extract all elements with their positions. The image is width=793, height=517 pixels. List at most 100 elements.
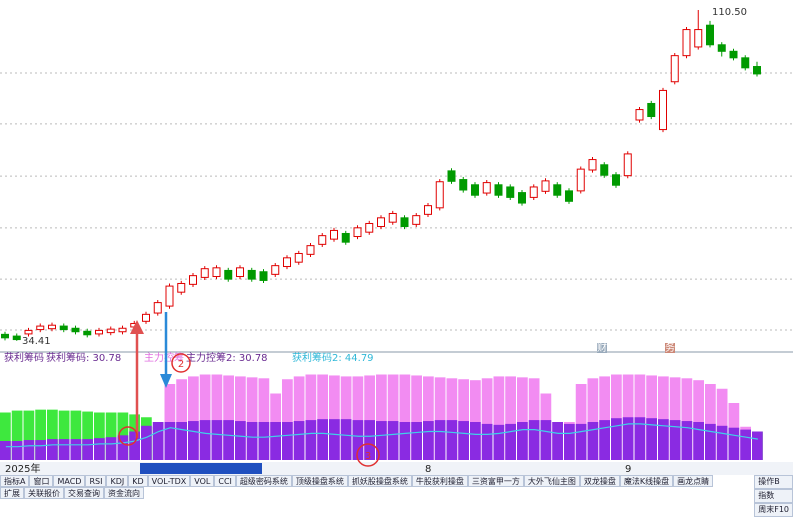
indicator-bar [235, 421, 246, 460]
indicator-bar [70, 439, 82, 460]
tab[interactable]: RSI [85, 475, 107, 487]
candle-body [494, 184, 503, 196]
candle-body [447, 170, 456, 182]
indicator-bar [693, 380, 704, 460]
indicator-bar [35, 440, 46, 460]
indicator-bar [223, 420, 234, 460]
candle-body [59, 325, 68, 331]
candle-body [236, 267, 244, 278]
indicator-bar [658, 419, 669, 460]
marker: 务 [665, 341, 675, 354]
indicator-bar [282, 422, 293, 460]
indicator-bar [599, 420, 610, 460]
indicator-bar [11, 410, 23, 460]
indicator-bar [399, 422, 411, 460]
tab[interactable]: 魔法K线操盘 [619, 475, 674, 487]
indicator-bar [246, 377, 258, 460]
indicator-bar [446, 378, 458, 460]
hand-number: 2 [178, 359, 184, 370]
indicator-bar [423, 376, 434, 460]
indicator-bar [199, 374, 211, 460]
tab[interactable]: 三资富甲一方 [467, 475, 524, 487]
indicator-bar [658, 376, 669, 460]
tab[interactable]: VOL-TDX [147, 475, 191, 487]
tab[interactable]: 周末F10 [754, 503, 793, 517]
indicator-bar [434, 420, 446, 460]
candle-body [565, 190, 573, 202]
tab[interactable]: 资金流向 [104, 487, 144, 499]
red-arrow-head [130, 320, 144, 334]
indicator-bar [152, 422, 164, 460]
candle-body [706, 24, 714, 46]
tab[interactable]: 抓妖股操盘系统 [347, 475, 412, 487]
candle-body [623, 153, 632, 177]
tab[interactable]: KD [128, 475, 148, 487]
indicator-bar [70, 410, 82, 460]
indicator-bar [575, 384, 587, 460]
indicator-bar [282, 379, 293, 460]
indicator-bar [58, 439, 70, 460]
indicator-bar [669, 377, 681, 460]
date-highlight [140, 463, 262, 474]
tab[interactable]: VOL [190, 475, 215, 487]
candle-body [247, 269, 256, 280]
tab[interactable]: 窗口 [29, 475, 54, 487]
candle-body [541, 180, 550, 192]
indicator-bar [305, 420, 317, 460]
tab[interactable]: 牛股获利操盘 [411, 475, 468, 487]
indicator-bar [387, 421, 399, 460]
tab[interactable]: 操作B [754, 475, 793, 489]
candle-body [224, 269, 233, 280]
candle-body [200, 268, 209, 278]
tab[interactable]: 交易查询 [64, 487, 104, 499]
candle-body [659, 89, 667, 131]
tab[interactable]: KDJ [106, 475, 129, 487]
tab[interactable]: 指数 [754, 489, 793, 503]
candle-body [365, 222, 374, 233]
candle-body [400, 217, 409, 228]
indicator-bar [740, 429, 751, 460]
tab[interactable]: 扩展 [0, 487, 24, 499]
page: 110.50 34.41 获利筹码 获利筹码: 30.78 主力控筹 主力控筹2: 30.… [0, 7, 793, 517]
tab[interactable]: 双龙操盘 [579, 475, 620, 487]
indicator-bar [58, 410, 70, 460]
tab[interactable]: 顶级操盘系统 [291, 475, 348, 487]
indicator-header: 主力控筹2: 30.78 [186, 351, 268, 364]
indicator-bar [211, 420, 223, 460]
candle-body [717, 44, 726, 52]
candle-body [142, 313, 150, 322]
indicator-bar [82, 439, 93, 460]
indicator-bar [258, 422, 270, 460]
tab[interactable]: 大外飞仙主图 [523, 475, 580, 487]
indicator-bar [270, 422, 281, 460]
candle-body [48, 324, 56, 330]
candle-body [271, 265, 280, 275]
tab[interactable]: 超级密码系统 [235, 475, 292, 487]
indicator-bar [564, 423, 575, 460]
candle-body [353, 227, 362, 238]
candle-body [600, 164, 609, 176]
indicator-bar [470, 380, 481, 460]
indicator-bar [35, 409, 46, 460]
candle-body [753, 66, 761, 75]
tab-row: 指标A 窗口 MACD RSI KDJ KD VOL-TDX VOL CCI 超级密码系统 顶级操盘… [0, 475, 714, 487]
candle-body [435, 181, 444, 209]
date-label: 9 [625, 464, 631, 475]
tab[interactable]: CCI [214, 475, 236, 487]
tab[interactable]: 关联报价 [24, 487, 64, 499]
indicator-bar [305, 374, 317, 460]
indicator-bar [552, 422, 563, 460]
indicator-bar [587, 378, 599, 460]
indicator-bar [693, 422, 704, 460]
indicator-bar [199, 420, 211, 460]
indicator-bar [0, 412, 11, 460]
indicator-bar [94, 438, 105, 460]
tab[interactable]: 画龙点睛 [673, 475, 714, 487]
tab[interactable]: MACD [53, 475, 86, 487]
tab[interactable]: 指标A [0, 475, 30, 487]
indicator-bar [364, 375, 375, 460]
hand-number: 3 [365, 451, 371, 462]
indicator-bar [105, 437, 117, 460]
indicator-bar [223, 375, 234, 460]
candle-body [341, 232, 350, 243]
